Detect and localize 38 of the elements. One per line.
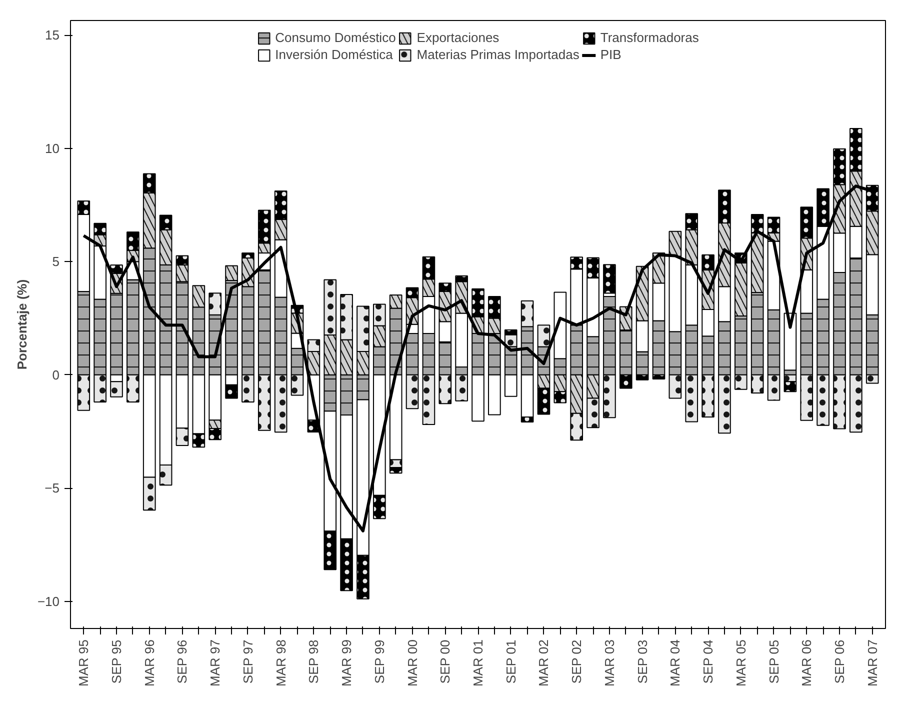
y-tick-label: 15	[45, 28, 60, 43]
x-tick-label: MAR 02	[536, 639, 552, 686]
y-tick-label: 5	[52, 254, 60, 270]
x-tick-label: SEP 02	[569, 640, 584, 684]
y-tick-label: 10	[45, 140, 60, 156]
x-tick-label: SEP 96	[174, 640, 190, 684]
x-tick-label: MAR 00	[404, 639, 420, 686]
x-tick-label: SEP 03	[634, 640, 650, 684]
x-tick-label: MAR 95	[76, 639, 92, 686]
y-tick-label: −5	[44, 480, 60, 496]
y-axis-title: Porcentaje (%)	[14, 279, 30, 370]
x-tick-label: SEP 98	[306, 640, 322, 684]
x-tick-label: SEP 99	[372, 640, 387, 684]
x-tick-label: MAR 05	[733, 639, 748, 686]
x-tick-label: MAR 98	[273, 639, 288, 686]
x-tick-label: SEP 05	[766, 640, 782, 684]
x-tick-label: SEP 95	[109, 640, 124, 684]
legend-label: Materias Primas Importadas	[416, 47, 580, 62]
x-tick-label: SEP 01	[503, 640, 518, 684]
x-tick-label: MAR 96	[142, 639, 157, 686]
x-tick-label: SEP 97	[240, 640, 256, 684]
x-tick-label: MAR 01	[470, 639, 486, 686]
x-tick-label: MAR 07	[864, 639, 880, 686]
legend-label: Transformadoras	[600, 30, 699, 45]
x-tick-label: MAR 99	[339, 639, 354, 686]
legend-label: Inversión Doméstica	[275, 47, 393, 62]
x-tick-label: MAR 03	[602, 639, 617, 686]
x-tick-label: SEP 04	[700, 640, 716, 684]
legend-label: Consumo Doméstico	[275, 30, 396, 45]
x-tick-label: SEP 06	[832, 640, 847, 684]
x-tick-label: MAR 04	[668, 639, 683, 686]
y-tick-label: 0	[52, 367, 60, 382]
y-tick-label: −10	[37, 594, 60, 609]
legend-label: Exportaciones	[416, 30, 500, 45]
legend-label: PIB	[600, 47, 622, 62]
x-tick-label: MAR 97	[208, 639, 223, 686]
x-tick-label: MAR 06	[799, 639, 814, 686]
x-tick-label: SEP 00	[438, 640, 453, 684]
